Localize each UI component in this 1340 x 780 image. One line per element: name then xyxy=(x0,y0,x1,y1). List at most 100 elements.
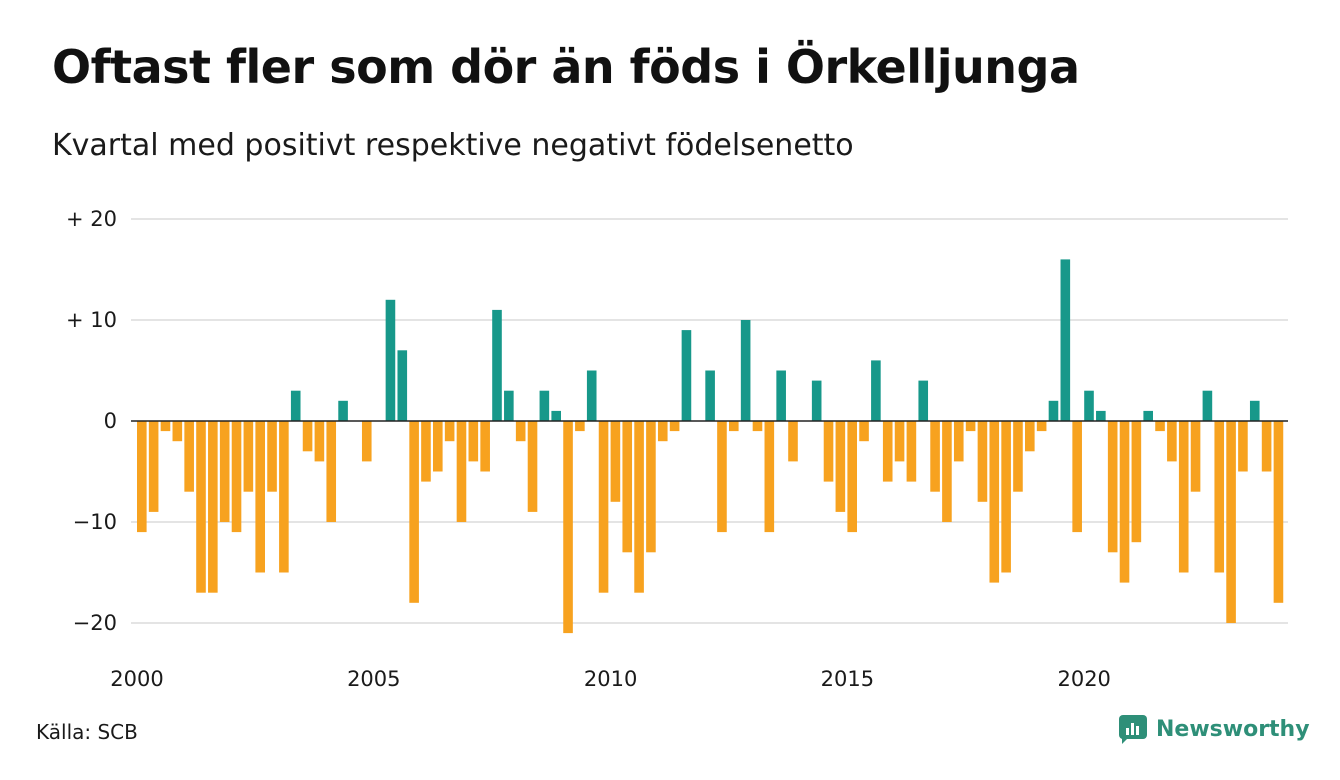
bar xyxy=(847,421,857,533)
bar xyxy=(859,421,869,442)
bar xyxy=(1013,421,1023,492)
bar xyxy=(1178,421,1189,573)
bar xyxy=(527,421,538,512)
chart-subtitle: Kvartal med positivt respektive negativt… xyxy=(52,128,854,163)
bar xyxy=(397,350,408,421)
bar xyxy=(669,421,680,432)
bar xyxy=(930,421,940,492)
bar xyxy=(646,421,656,553)
bar xyxy=(314,421,325,462)
bar xyxy=(1096,410,1106,421)
bar xyxy=(515,421,526,442)
bar xyxy=(444,421,455,442)
brand-name: Newsworthy xyxy=(1156,716,1310,742)
bar xyxy=(421,421,431,482)
bar xyxy=(504,390,514,421)
bar xyxy=(740,320,751,421)
bar xyxy=(823,421,834,482)
bar xyxy=(634,421,644,593)
bar xyxy=(1131,421,1142,543)
gridlines xyxy=(131,218,1288,624)
bar xyxy=(361,421,372,462)
bar xyxy=(871,360,881,421)
bar xyxy=(231,421,242,533)
bar xyxy=(1249,400,1260,421)
bar xyxy=(1273,421,1284,603)
bar xyxy=(586,370,597,421)
x-axis-ticks: 2000 2005 2010 2015 2020 xyxy=(110,667,1111,691)
bar xyxy=(811,380,822,421)
bar xyxy=(906,421,917,482)
bar xyxy=(433,421,443,472)
bar xyxy=(1048,400,1059,421)
bar xyxy=(492,309,502,421)
bar xyxy=(563,421,573,634)
y-tick-label: −20 xyxy=(73,611,117,635)
bar xyxy=(965,421,976,432)
bar xyxy=(717,421,727,533)
bar xyxy=(1084,390,1094,421)
bar xyxy=(752,421,763,432)
bar xyxy=(882,421,893,482)
bar xyxy=(551,410,561,421)
bar xyxy=(977,421,988,502)
bar xyxy=(575,421,585,432)
bar xyxy=(622,421,633,553)
bar xyxy=(338,400,348,421)
source-note: Källa: SCB xyxy=(36,720,138,744)
y-tick-label: + 10 xyxy=(66,308,117,332)
bar xyxy=(918,380,929,421)
bars xyxy=(137,259,1284,634)
bar xyxy=(1214,421,1225,573)
bar xyxy=(942,421,952,522)
bar xyxy=(1072,421,1082,533)
bar xyxy=(1001,421,1011,573)
x-tick-label: 2020 xyxy=(1057,667,1110,691)
x-tick-label: 2000 xyxy=(110,667,163,691)
bar xyxy=(279,421,289,573)
bar xyxy=(1036,421,1047,432)
bar xyxy=(456,421,467,522)
y-tick-label: + 20 xyxy=(66,207,117,231)
bar xyxy=(657,421,668,442)
bar xyxy=(1025,421,1035,452)
bar xyxy=(208,421,218,593)
bar xyxy=(1226,421,1236,623)
bar xyxy=(302,421,313,452)
bar xyxy=(598,421,609,593)
y-tick-label: 0 xyxy=(104,409,117,433)
bar xyxy=(172,421,183,442)
bar xyxy=(326,421,337,522)
newsworthy-logo-icon xyxy=(1119,715,1147,744)
chart-title: Oftast fler som dör än föds i Örkelljung… xyxy=(52,40,1080,94)
bar xyxy=(1155,421,1165,432)
bar xyxy=(1167,421,1177,462)
bar xyxy=(776,370,786,421)
bar xyxy=(894,421,905,462)
bar xyxy=(989,421,1000,583)
bar xyxy=(480,421,490,472)
x-tick-label: 2015 xyxy=(821,667,874,691)
bar xyxy=(1202,390,1213,421)
x-tick-label: 2005 xyxy=(347,667,400,691)
bar xyxy=(705,370,715,421)
bar xyxy=(137,421,147,533)
bar xyxy=(1107,421,1118,553)
bar xyxy=(953,421,964,462)
bar xyxy=(196,421,206,593)
bar xyxy=(729,421,739,432)
bar xyxy=(267,421,277,492)
bar xyxy=(539,390,550,421)
bar xyxy=(764,421,775,533)
bar xyxy=(1238,421,1248,472)
bar xyxy=(243,421,254,492)
y-tick-label: −10 xyxy=(73,510,117,534)
bar xyxy=(255,421,265,573)
bar xyxy=(1143,410,1153,421)
bar xyxy=(1190,421,1201,492)
x-tick-label: 2010 xyxy=(584,667,637,691)
bar xyxy=(835,421,846,512)
y-axis-ticks: + 20 + 10 0 −10 −20 xyxy=(66,207,117,635)
bar xyxy=(184,421,194,492)
bar-chart: + 20 + 10 0 −10 −20 2000 2005 2010 2015 2020 xyxy=(66,207,1288,691)
